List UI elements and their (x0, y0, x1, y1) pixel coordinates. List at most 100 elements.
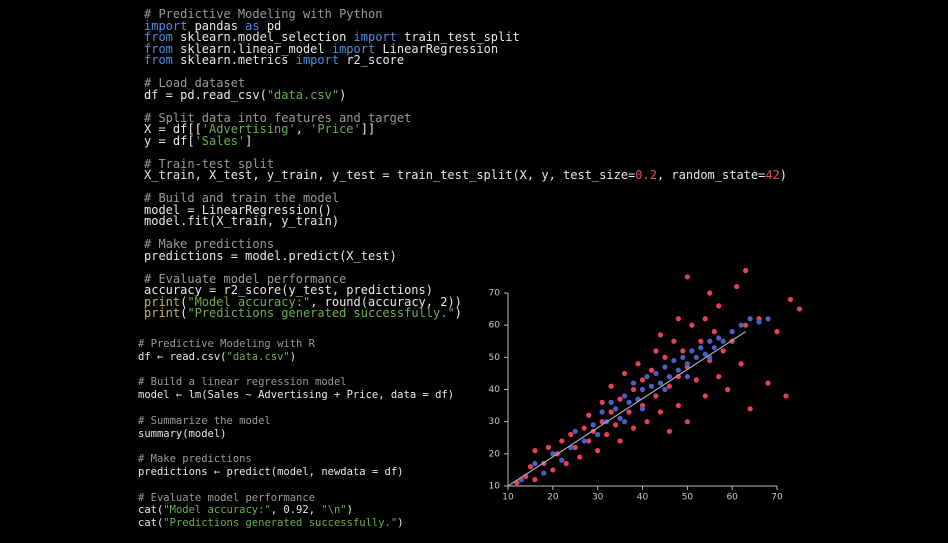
code-token: sklearn.metrics (172, 53, 296, 67)
code-token: # Build a linear regression model (138, 376, 347, 389)
code-token: import (331, 41, 376, 56)
code-line: model = LinearRegression() (144, 204, 787, 217)
code-line: X = df[['Advertising', 'Price']] (144, 122, 787, 136)
point (698, 338, 704, 344)
code-token: LinearRegression (375, 41, 499, 56)
code-token: as (245, 18, 260, 33)
code-line: model ← lm(Sales ~ Advertising + Price, … (138, 389, 454, 402)
point (725, 386, 731, 393)
code-token: ) (454, 306, 462, 320)
x-tick-label: 40 (637, 493, 649, 503)
point (639, 377, 646, 383)
code-block: # Build a linear regression model model ←… (138, 376, 454, 402)
point (639, 386, 646, 393)
code-line: accuracy = r2_score(y_test, predictions) (144, 284, 787, 297)
point (550, 467, 556, 473)
y-tick-label: 60 (489, 321, 501, 331)
point (559, 438, 565, 444)
point (608, 383, 614, 389)
code-token: "Model accuracy:" (187, 294, 311, 309)
code-block: # Evaluate model performance accuracy = r… (144, 271, 787, 320)
point (657, 380, 664, 386)
code-token: X = df[[ (144, 122, 202, 136)
code-token: predictions = model.predict(X_test) (144, 248, 397, 263)
code-line: model.fit(X_train, y_train) (144, 215, 787, 228)
point (783, 393, 789, 399)
code-token: ) (397, 517, 404, 530)
point (711, 329, 717, 335)
point (559, 457, 565, 463)
code-line: from sklearn.metrics import r2_score (144, 53, 787, 67)
code-line: # Predictive Modeling with Python (144, 8, 787, 21)
code-token: "\n" (321, 504, 347, 517)
point (684, 419, 690, 425)
point (595, 448, 601, 454)
point (662, 364, 668, 370)
code-token: model ← lm(Sales ~ Advertising + Price, … (138, 389, 455, 402)
code-token: ) (779, 168, 788, 182)
code-token: "Predictions generated successfully." (187, 306, 455, 320)
point (590, 422, 596, 428)
code-line: # Load dataset (144, 77, 787, 90)
point (702, 316, 708, 322)
code-token: predictions ← predict(model, newdata = d… (138, 465, 404, 478)
code-token: 'Price' (310, 122, 361, 136)
point (617, 415, 623, 422)
code-block: # Summarize the model summary(model) (138, 415, 454, 441)
code-token: pd (259, 18, 282, 33)
point (765, 380, 771, 386)
point (532, 448, 538, 454)
code-token: 0.2 (635, 168, 657, 182)
point (738, 322, 744, 328)
code-token: sklearn.linear_model (172, 41, 332, 56)
code-line: summary(model) (138, 428, 454, 441)
point (716, 303, 722, 309)
point (621, 393, 628, 399)
point (577, 454, 583, 460)
code-token: ) (346, 504, 353, 517)
point (648, 383, 655, 389)
code-token: cat( (138, 517, 164, 530)
point (630, 386, 637, 393)
code-token: from (144, 53, 173, 67)
code-token: "Predictions generated successfully." (163, 517, 398, 530)
code-line: # Summarize the model (138, 415, 454, 428)
point (586, 438, 592, 444)
point (716, 374, 722, 380)
code-token: import (144, 18, 188, 33)
x-tick-label: 60 (726, 493, 738, 503)
code-block: # Make predictions predictions = model.pr… (144, 238, 787, 263)
point (541, 470, 547, 476)
point (527, 464, 534, 470)
code-line: # Evaluate model performance (138, 492, 454, 505)
point (698, 345, 704, 351)
point (734, 283, 740, 290)
code-line: # Evaluate model performance (144, 271, 787, 286)
code-token: ) (289, 350, 297, 363)
point (684, 274, 690, 280)
point (747, 316, 753, 322)
code-token: # Evaluate model performance (144, 271, 347, 286)
point (729, 329, 735, 335)
point (648, 367, 655, 373)
point (621, 419, 628, 425)
code-block: # Build and train the model model = Linea… (144, 192, 787, 228)
code-line: predictions ← predict(model, newdata = d… (138, 466, 454, 479)
code-line: # Split data into features and target (144, 112, 787, 125)
code-token: sklearn.model_selection (172, 30, 354, 44)
point (671, 357, 677, 364)
point (545, 444, 551, 450)
point (657, 409, 664, 415)
code-line: print("Model accuracy:", round(accuracy,… (144, 294, 787, 309)
point (756, 319, 762, 325)
point (644, 419, 650, 425)
x-tick-label: 10 (502, 493, 514, 503)
code-token: pandas (187, 18, 246, 33)
code-line: y = df['Sales'] (144, 135, 787, 148)
point (689, 348, 695, 354)
code-token: df = pd.read_csv( (144, 87, 267, 102)
point (689, 322, 695, 328)
point (720, 348, 726, 354)
